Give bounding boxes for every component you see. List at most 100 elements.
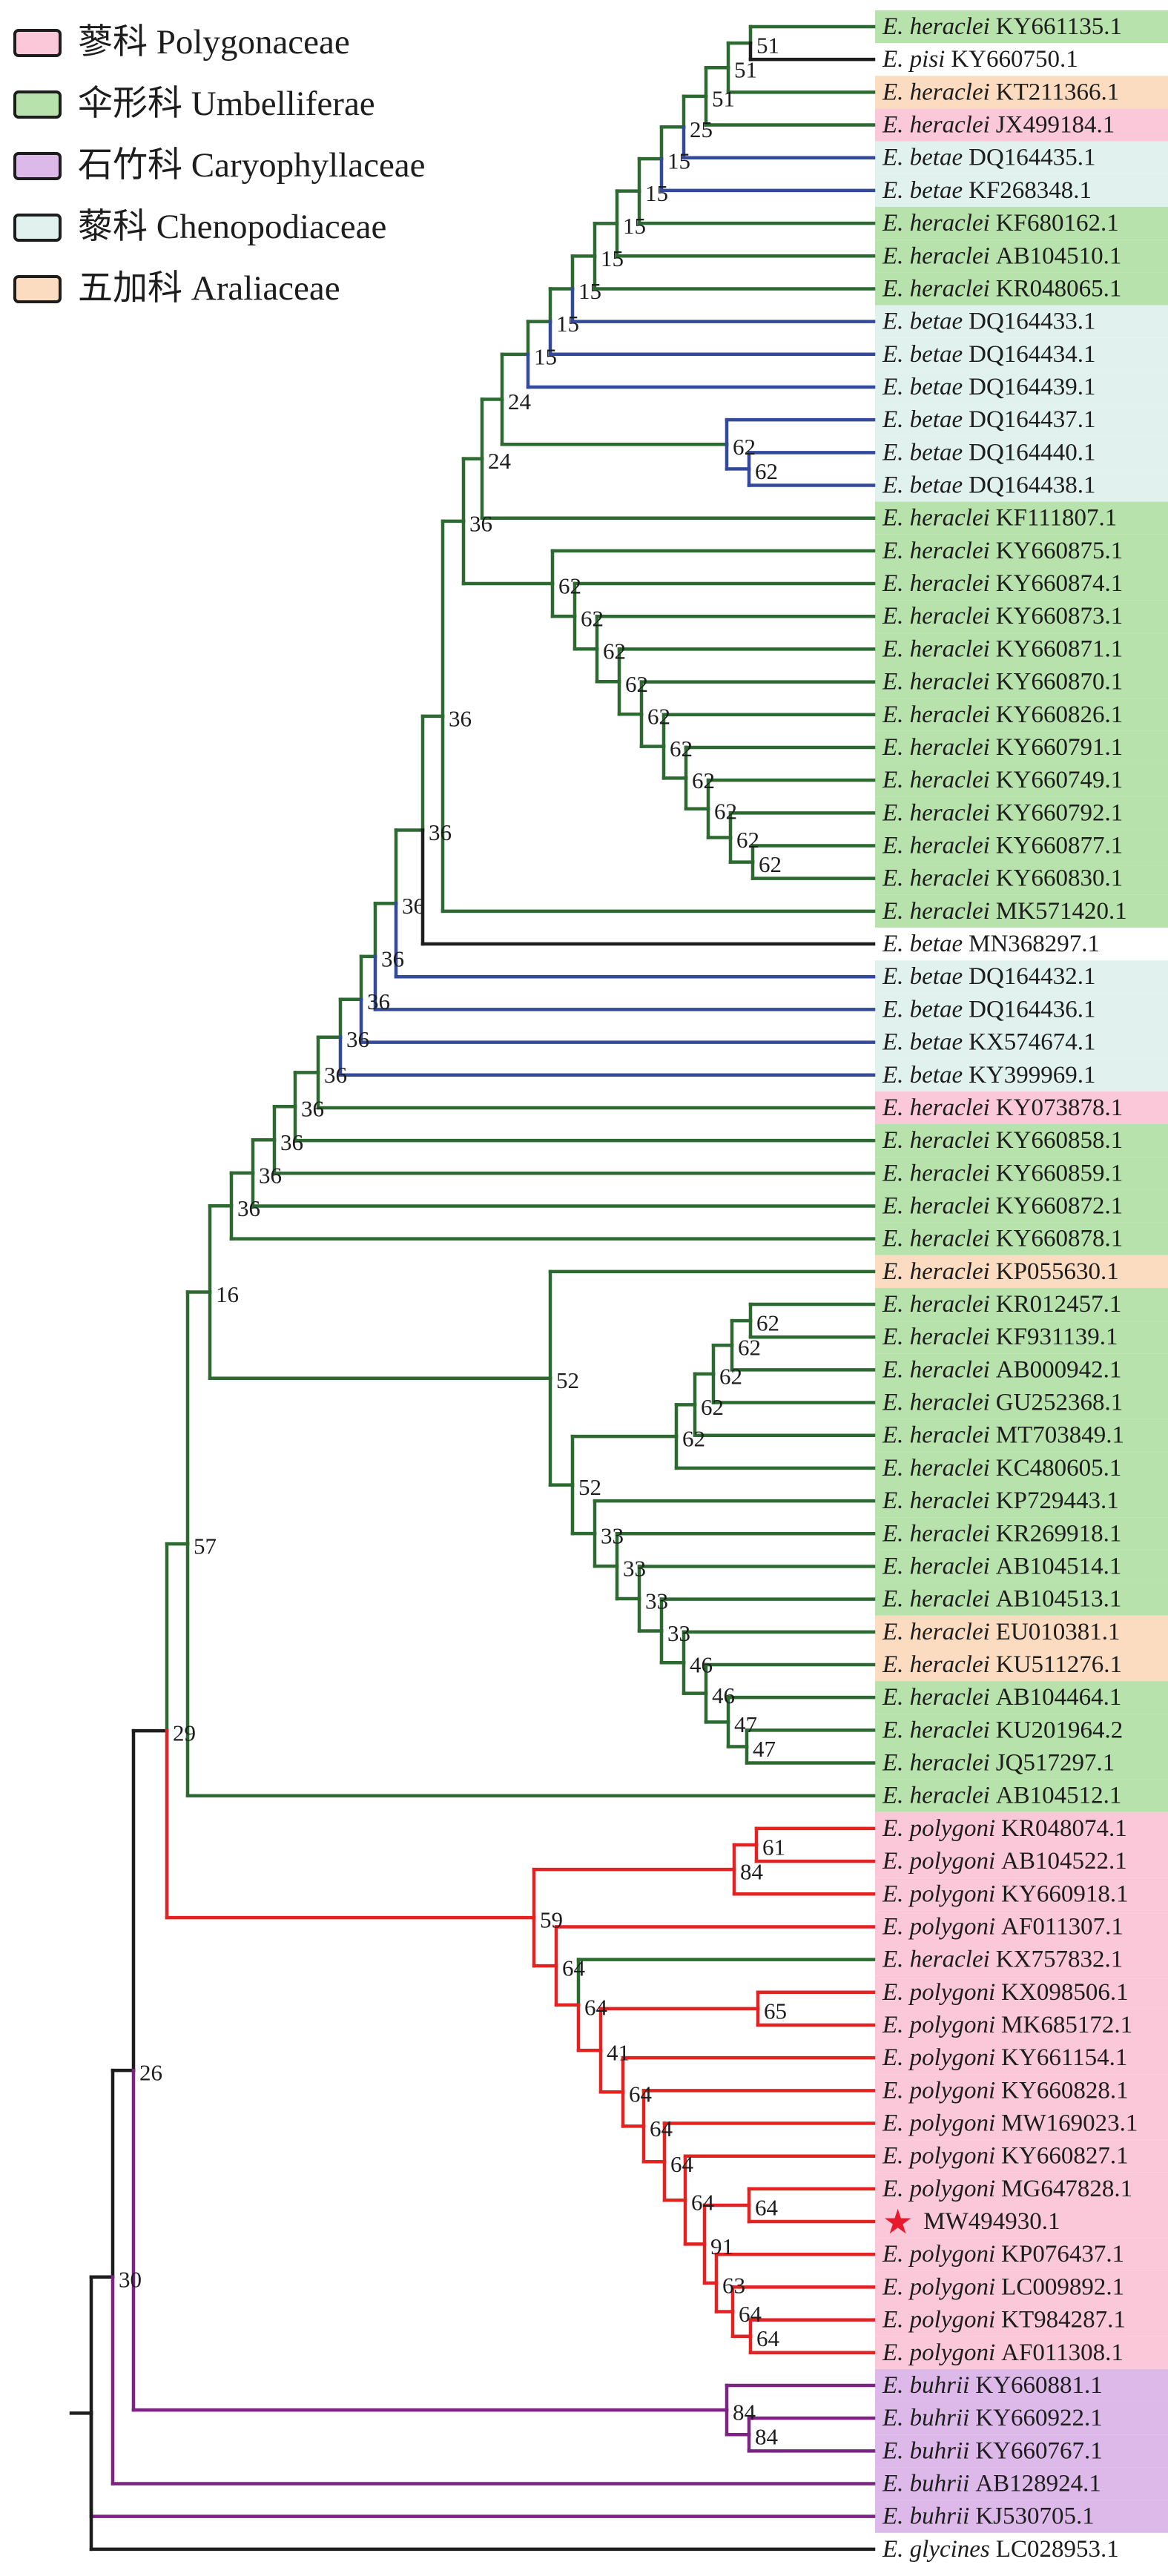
bootstrap-value: 62 xyxy=(736,827,759,853)
family-band xyxy=(875,894,1168,928)
taxon-label: E. betae DQ164435.1 xyxy=(882,145,1096,171)
legend-swatch-icon xyxy=(13,151,62,180)
bootstrap-value: 62 xyxy=(701,1394,724,1420)
taxon-label: E. polygoni KX098506.1 xyxy=(882,1979,1129,2006)
bootstrap-value: 62 xyxy=(756,1310,779,1336)
family-band xyxy=(875,1582,1168,1616)
bootstrap-value: 15 xyxy=(667,148,690,174)
family-band xyxy=(875,993,1168,1026)
family-band xyxy=(875,2402,1168,2435)
bootstrap-value: 64 xyxy=(562,1955,586,1981)
family-band xyxy=(875,337,1168,371)
taxon-label: E. heraclei KY073878.1 xyxy=(882,1094,1123,1121)
bootstrap-value: 16 xyxy=(216,1281,239,1307)
family-band xyxy=(875,469,1168,502)
taxon-label: E. heraclei KX757832.1 xyxy=(882,1946,1123,1973)
family-band xyxy=(875,1419,1168,1452)
family-band xyxy=(875,272,1168,306)
taxon-label: E. heraclei KY660874.1 xyxy=(882,570,1123,597)
family-band xyxy=(875,2107,1168,2140)
family-band xyxy=(875,1975,1168,2009)
taxon-label: E. betae DQ164438.1 xyxy=(882,472,1096,499)
bootstrap-value: 36 xyxy=(280,1129,303,1155)
taxon-label: E. heraclei KF680162.1 xyxy=(882,210,1119,237)
bootstrap-value: 52 xyxy=(578,1474,601,1500)
taxon-label: E. heraclei GU252368.1 xyxy=(882,1390,1123,1416)
taxon-label: E. heraclei KY660792.1 xyxy=(882,799,1123,826)
bootstrap-value: 33 xyxy=(645,1588,668,1614)
family-band xyxy=(875,2041,1168,2075)
bootstrap-value: 26 xyxy=(139,2060,162,2086)
family-band xyxy=(875,305,1168,338)
bootstrap-value: 64 xyxy=(584,1994,608,2020)
taxon-label: E. buhrii KY660767.1 xyxy=(882,2437,1103,2464)
bootstrap-value: 30 xyxy=(119,2266,142,2292)
bootstrap-value: 84 xyxy=(755,2424,779,2450)
taxon-label: E. heraclei KY660875.1 xyxy=(882,538,1123,564)
bootstrap-value: 64 xyxy=(650,2116,673,2141)
bootstrap-value: 64 xyxy=(756,2325,780,2351)
family-band xyxy=(875,403,1168,437)
family-band xyxy=(875,1812,1168,1845)
taxon-label: E. heraclei AB000942.1 xyxy=(882,1356,1121,1383)
legend-item-umbelliferae: 伞形科 Umbelliferae xyxy=(13,87,426,122)
bootstrap-value: 24 xyxy=(488,448,512,474)
family-band xyxy=(875,2336,1168,2369)
family-band xyxy=(875,1255,1168,1288)
taxon-label: E. heraclei KY660830.1 xyxy=(882,865,1123,892)
bootstrap-value: 46 xyxy=(690,1652,713,1678)
taxon-label: E. polygoni MW169023.1 xyxy=(882,2110,1138,2137)
taxon-label: E. heraclei KY660878.1 xyxy=(882,1226,1123,1252)
bootstrap-value: 47 xyxy=(734,1711,757,1737)
family-band xyxy=(875,2139,1168,2173)
bootstrap-value: 62 xyxy=(581,606,604,632)
taxon-label: E. heraclei KC480605.1 xyxy=(882,1455,1121,1482)
bootstrap-value: 36 xyxy=(346,1026,369,1052)
taxon-label: E. heraclei EU010381.1 xyxy=(882,1619,1121,1645)
taxon-label: E. heraclei KR048065.1 xyxy=(882,275,1121,302)
family-band xyxy=(875,567,1168,601)
taxon-label: E. heraclei AB104464.1 xyxy=(882,1684,1121,1711)
bootstrap-value: 64 xyxy=(755,2194,779,2220)
taxon-label: E. glycines LC028953.1 xyxy=(882,2536,1119,2563)
bootstrap-value: 51 xyxy=(734,57,757,83)
bootstrap-value: 84 xyxy=(740,1859,764,1885)
bootstrap-value: 15 xyxy=(645,180,668,206)
taxon-label: E. heraclei MK571420.1 xyxy=(882,898,1127,925)
family-band xyxy=(875,1714,1168,1747)
legend-swatch-icon xyxy=(13,90,62,119)
family-band xyxy=(875,10,1168,44)
family-band xyxy=(875,534,1168,567)
bootstrap-value: 84 xyxy=(733,2400,756,2425)
bootstrap-value: 65 xyxy=(764,1998,787,2024)
taxon-label: E. betae DQ164432.1 xyxy=(882,963,1096,990)
bootstrap-value: 64 xyxy=(691,2190,715,2216)
taxon-label: E. polygoni AF011308.1 xyxy=(882,2339,1124,2366)
family-band xyxy=(875,1189,1168,1223)
taxon-label: E. heraclei KP729443.1 xyxy=(882,1487,1119,1514)
taxon-label: E. pisi KY660750.1 xyxy=(882,46,1078,73)
taxon-label: E. polygoni KR048074.1 xyxy=(882,1815,1127,1842)
legend-swatch-icon xyxy=(13,274,62,303)
taxon-label: E. buhrii KY660881.1 xyxy=(882,2372,1103,2399)
bootstrap-value: 59 xyxy=(540,1907,563,1933)
taxon-label: E. polygoni KY660827.1 xyxy=(882,2143,1129,2170)
family-band xyxy=(875,1026,1168,1059)
taxon-label: E. heraclei KY660791.1 xyxy=(882,734,1123,761)
bootstrap-value: 62 xyxy=(733,434,756,460)
bootstrap-value: 25 xyxy=(690,116,713,142)
family-band xyxy=(875,1844,1168,1878)
family-band xyxy=(875,2368,1168,2402)
bootstrap-value: 33 xyxy=(623,1556,646,1582)
taxon-label: E. heraclei KY661135.1 xyxy=(882,13,1122,40)
bootstrap-value: 63 xyxy=(722,2272,745,2298)
legend-item-polygonaceae: 蓼科 Polygonaceae xyxy=(13,25,426,60)
bootstrap-value: 15 xyxy=(601,245,624,271)
family-band xyxy=(875,436,1168,469)
taxon-label: E. polygoni KY661154.1 xyxy=(882,2044,1127,2071)
taxon-label: E. heraclei AB104513.1 xyxy=(882,1586,1121,1613)
bootstrap-value: 36 xyxy=(301,1096,324,1122)
bootstrap-value: 47 xyxy=(753,1736,776,1762)
family-band xyxy=(875,1550,1168,1583)
